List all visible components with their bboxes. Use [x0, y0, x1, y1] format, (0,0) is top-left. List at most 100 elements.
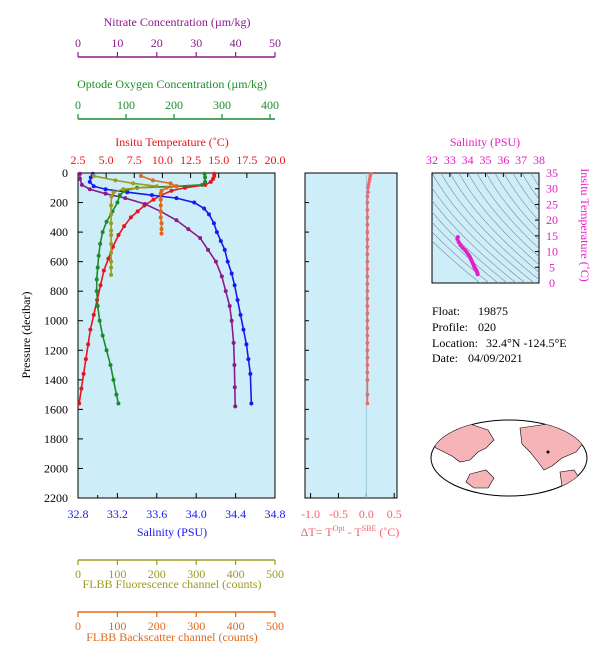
- ts-salinity-tick-label: 35: [480, 153, 492, 167]
- pressure-tick-label: 1800: [44, 432, 68, 446]
- float-value: 19875: [478, 304, 508, 318]
- pressure-tick-label: 200: [50, 196, 68, 210]
- flbb-backscatter-channel-point: [164, 185, 169, 190]
- delta-t-point: [365, 318, 370, 323]
- optode-oxygen-concentration-point: [95, 303, 100, 308]
- nitrate-concentration-point: [223, 289, 228, 294]
- optode-oxygen-concentration-point: [98, 241, 103, 246]
- optode-oxygen-concentration-point: [100, 230, 105, 235]
- optode-oxygen-concentration-point: [202, 171, 207, 176]
- insitu-temperature-point: [88, 327, 93, 332]
- optode-oxygen-concentration-point: [94, 289, 99, 294]
- backscatter-tick-label: 400: [227, 619, 245, 633]
- nitrate-concentration-point: [77, 176, 82, 181]
- delta-t-point: [366, 190, 370, 195]
- flbb-fluorescence-channel-point: [109, 203, 114, 208]
- flbb-fluorescence-channel-point: [111, 190, 116, 195]
- flbb-fluorescence-channel-point: [131, 181, 136, 186]
- optode-oxygen-concentration-point: [104, 219, 109, 224]
- ts-isopycnal: [432, 231, 490, 283]
- optode-oxygen-concentration-point: [117, 193, 122, 198]
- fluorescence-tick-label: 300: [187, 567, 205, 581]
- nitrate-concentration-point: [103, 191, 108, 196]
- delta-t-point: [365, 341, 370, 345]
- salinity-point: [222, 247, 227, 252]
- optode-oxygen-concentration-point: [100, 333, 105, 338]
- oxygen-tick-label: 300: [213, 98, 231, 112]
- fluorescence-tick-label: 500: [266, 567, 284, 581]
- insitu-temperature-point: [122, 224, 127, 229]
- ts-temperature-tick-label: 35: [546, 166, 558, 180]
- nitrate-axis: Nitrate Concentration (µm/kg) 0 10 20 30 40 5…: [75, 15, 281, 58]
- flbb-fluorescence-channel-point: [109, 272, 114, 277]
- salinity-point: [91, 184, 96, 189]
- insitu-temperature-point: [116, 233, 121, 238]
- nitrate-concentration-series: [77, 171, 238, 409]
- flbb-fluorescence-channel-point: [109, 265, 114, 270]
- australia-landmass: [465, 469, 495, 489]
- delta-t-point: [368, 174, 373, 178]
- insitu-temperature-point: [208, 179, 213, 184]
- salinity-point: [174, 196, 179, 201]
- ts-salinity-axis-label: Salinity (PSU): [450, 135, 520, 149]
- ts-temperature-tick-label: 10: [546, 245, 558, 259]
- salinity-point: [88, 175, 93, 180]
- delta-t-label-main: ΔT= T: [301, 525, 334, 539]
- delta-t-point: [365, 392, 370, 397]
- optode-oxygen-concentration-point: [108, 363, 113, 368]
- delta-t-point: [365, 333, 370, 338]
- insitu-temperature-point: [81, 371, 86, 376]
- optode-oxygen-concentration-point: [200, 182, 205, 187]
- flbb-fluorescence-channel-point: [121, 187, 126, 192]
- nitrate-concentration-point: [231, 340, 236, 345]
- insitu-temperature-point: [110, 244, 115, 249]
- flbb-backscatter-channel-point: [168, 181, 173, 186]
- delta-t-point: [365, 230, 370, 234]
- ts-isopycnal: [432, 187, 526, 283]
- pressure-tick-label: 400: [50, 225, 68, 239]
- ts-isopycnal: [432, 221, 499, 283]
- insitu-temperature-point: [151, 197, 156, 202]
- delta-t-point: [365, 401, 370, 406]
- flbb-fluorescence-channel-point: [109, 194, 114, 199]
- delta-t-panel: [304, 172, 398, 499]
- salinity-series: [87, 171, 254, 406]
- flbb-backscatter-channel-point: [158, 203, 163, 208]
- delta-t-point: [365, 348, 370, 353]
- ts-isopycnal: [494, 173, 539, 232]
- salinity-tick-label: 33.2: [107, 507, 128, 521]
- delta-t-point: [365, 237, 370, 242]
- salinity-point: [225, 259, 230, 264]
- ts-salinity-tick-label: 37: [515, 153, 527, 167]
- flbb-fluorescence-channel-point: [109, 250, 114, 255]
- salinity-axis-label: Salinity (PSU): [137, 525, 207, 539]
- optode-oxygen-concentration-point: [95, 265, 100, 270]
- backscatter-tick-label: 100: [108, 619, 126, 633]
- oxygen-axis: Optode Oxygen Concentration (µm/kg) 0 100…: [75, 77, 279, 120]
- flbb-backscatter-channel-point: [158, 209, 163, 214]
- delta-t-point: [365, 259, 370, 264]
- pressure-tick-label: 1000: [44, 314, 68, 328]
- delta-t-point: [366, 183, 371, 187]
- ts-point: [475, 272, 480, 277]
- backscatter-tick-label: 200: [148, 619, 166, 633]
- nitrate-tick-label: 40: [230, 36, 242, 50]
- ts-isopycnal: [449, 173, 539, 273]
- insitu-temperature-point: [79, 386, 84, 391]
- salinity-point: [246, 357, 251, 362]
- optode-oxygen-concentration-point: [203, 175, 208, 180]
- salinity-point: [214, 230, 219, 235]
- flbb-fluorescence-channel-point: [113, 178, 118, 183]
- oxygen-axis-label: Optode Oxygen Concentration (µm/kg): [77, 77, 267, 91]
- nitrate-concentration-point: [213, 259, 218, 264]
- ts-isopycnal: [432, 211, 508, 283]
- temperature-tick-label: 7.5: [127, 153, 142, 167]
- flbb-fluorescence-channel-point: [109, 221, 114, 226]
- nitrate-concentration-point: [232, 385, 237, 390]
- insitu-temperature-point: [106, 256, 111, 261]
- delta-t-axis-label: ΔT= TOpt - TSBE (˚C): [301, 524, 400, 539]
- delta-t-tick-label: 0.5: [387, 507, 402, 521]
- insitu-temperature-point: [77, 401, 82, 406]
- fluorescence-tick-label: 200: [148, 567, 166, 581]
- fluorescence-axis-label: FLBB Fluorescence channel (counts): [83, 577, 262, 591]
